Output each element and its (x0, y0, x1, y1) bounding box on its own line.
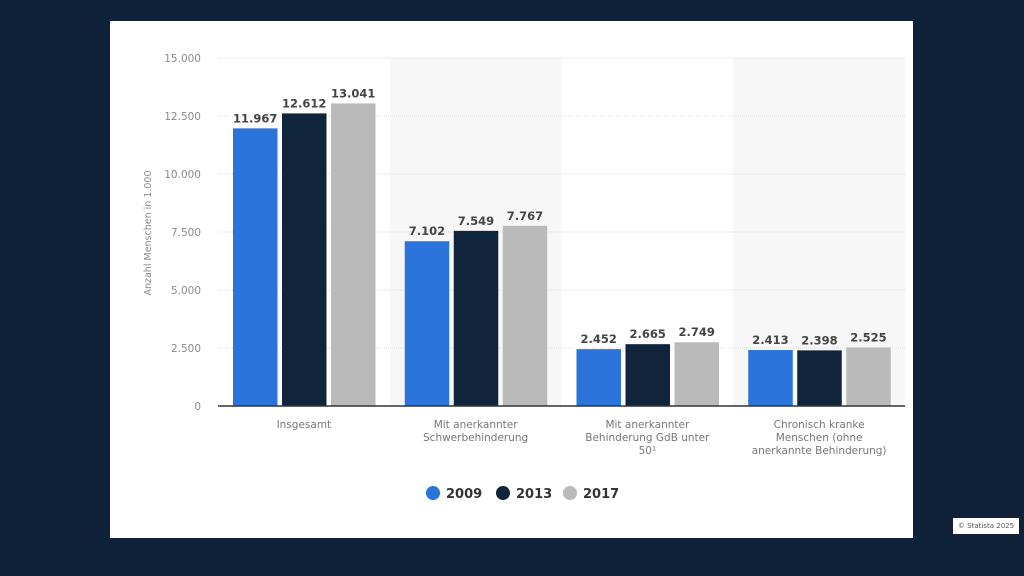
bar-2013 (625, 344, 670, 406)
chart-card: 0 2.500 5.000 7.500 10.000 12.500 15.000 Anzahl… (110, 21, 913, 538)
y-tick-label: 10.000 (164, 169, 201, 181)
y-tick-label: 7.500 (171, 227, 201, 239)
x-category-label: Schwerbehinderung (423, 432, 528, 444)
x-category-label: Mit anerkannter (434, 419, 519, 431)
data-label: 2.398 (801, 333, 837, 347)
data-label: 2.452 (581, 332, 617, 346)
x-category-label: anerkannte Behinderung) (752, 445, 887, 457)
bar-chart: 0 2.500 5.000 7.500 10.000 12.500 15.000 Anzahl… (143, 53, 905, 502)
bar-2017 (331, 103, 376, 407)
bar-2009 (576, 349, 621, 406)
data-label: 2.525 (850, 330, 886, 344)
bar-2009 (404, 241, 450, 406)
bar-2013 (453, 230, 499, 406)
y-tick-label: 15.000 (164, 53, 201, 65)
legend-marker-2013 (496, 486, 510, 500)
bar-2017 (674, 342, 719, 406)
data-label: 7.102 (409, 224, 445, 238)
bar-2009 (233, 128, 278, 406)
y-tick-label: 2.500 (171, 343, 201, 355)
x-category-label: 50¹ (639, 445, 657, 457)
data-label: 13.041 (331, 86, 375, 100)
data-label: 2.413 (752, 333, 788, 347)
bar-2009 (748, 350, 793, 406)
legend-label: 2013 (516, 487, 552, 502)
legend-marker-2017 (563, 486, 577, 500)
copyright-badge: © Statista 2025 (953, 518, 1019, 534)
bar-2013 (282, 113, 327, 406)
data-label: 12.612 (282, 96, 326, 110)
legend-label: 2009 (446, 487, 482, 502)
x-category-label: Mit anerkannter (605, 419, 690, 431)
y-tick-label: 0 (194, 401, 201, 413)
bar-2017 (846, 347, 891, 406)
y-tick-label: 5.000 (171, 285, 201, 297)
x-category-label: Behinderung GdB unter (585, 432, 710, 444)
x-category-label: Chronisch kranke (774, 419, 865, 431)
data-label: 7.767 (507, 209, 543, 223)
bar-2013 (797, 350, 842, 406)
data-label: 11.967 (233, 111, 277, 125)
y-tick-label: 12.500 (164, 111, 201, 123)
legend-label: 2017 (583, 487, 619, 502)
x-category-label: Insgesamt (277, 419, 332, 431)
data-label: 7.549 (458, 214, 494, 228)
x-category-label: Menschen (ohne (776, 432, 863, 444)
y-axis-title: Anzahl Menschen in 1.000 (143, 170, 154, 295)
legend-marker-2009 (426, 486, 440, 500)
data-label: 2.749 (679, 325, 715, 339)
bar-2017 (502, 225, 548, 406)
data-label: 2.665 (630, 327, 666, 341)
